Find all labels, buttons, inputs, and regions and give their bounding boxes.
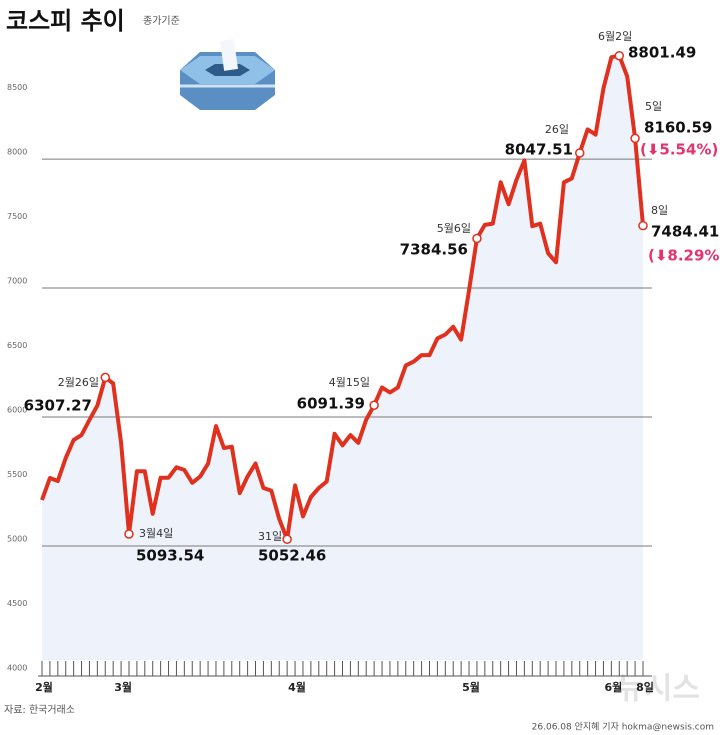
annotation-value: 8160.59 [644, 119, 712, 137]
annotation-date: 5월6일 [437, 221, 471, 235]
annotation-date: 4월15일 [329, 375, 370, 389]
annotation-value: 5093.54 [136, 547, 204, 565]
annotation-date: 6월2일 [598, 29, 632, 43]
chart-subtitle: 종가기준 [143, 15, 180, 27]
annotation-value: 8801.49 [628, 44, 696, 62]
x-tick-label: 5월 [462, 680, 480, 694]
x-tick-label: 8일 [636, 680, 654, 694]
point-marker [574, 148, 585, 158]
annotation-change: (⬇5.54%) [640, 141, 718, 159]
annotation-date: 8일 [651, 203, 668, 217]
annotation-value: 6091.39 [297, 395, 365, 413]
watermark: 뉴시스 [617, 672, 700, 707]
chart-title: 코스피 추이 [6, 7, 125, 35]
point-marker [614, 50, 625, 61]
y-tick-label: 8000 [7, 148, 27, 157]
area [42, 55, 643, 660]
annotation-date: 3월4일 [139, 526, 173, 540]
annotation-date: 31일 [258, 529, 282, 543]
annotation-value: 7484.41 [651, 223, 719, 241]
y-tick-label: 6500 [7, 341, 27, 350]
annotation-value: 5052.46 [258, 547, 326, 565]
y-tick-label: 6000 [7, 406, 27, 415]
annotation-date: 2월26일 [58, 375, 99, 389]
ballot-box-icon [180, 39, 275, 110]
source: 자료: 한국거래소 [4, 704, 75, 716]
annotation-value: 8047.51 [505, 141, 573, 159]
point-marker [369, 400, 379, 411]
point-marker [630, 133, 640, 144]
y-tick-label: 4000 [7, 664, 27, 673]
y-tick-label: 5500 [7, 470, 27, 479]
credit: 26.06.08 안지혜 기자 hokma@newsis.com [532, 721, 714, 733]
point-marker [472, 233, 482, 244]
annotation-date: 26일 [545, 122, 569, 136]
annotation-change: (⬇8.29%) [648, 247, 720, 265]
y-tick-label: 8500 [7, 83, 27, 92]
x-tick-label: 6월 [604, 680, 622, 694]
x-tick-label: 2월 [35, 680, 53, 694]
y-tick-label: 7000 [7, 277, 27, 286]
annotation-date: 5일 [645, 99, 662, 113]
x-tick-label: 4월 [288, 680, 306, 694]
annotation-value: 6307.27 [24, 397, 92, 415]
y-tick-label: 4500 [7, 599, 27, 608]
y-tick-label: 7500 [7, 212, 27, 221]
point-marker [124, 529, 134, 539]
annotation-value: 7384.56 [400, 241, 468, 259]
point-marker [282, 534, 292, 545]
x-tick-label: 3월 [114, 680, 132, 694]
point-marker [100, 372, 111, 383]
point-marker [638, 220, 648, 231]
y-tick-label: 5000 [7, 535, 27, 544]
line [40, 53, 645, 542]
